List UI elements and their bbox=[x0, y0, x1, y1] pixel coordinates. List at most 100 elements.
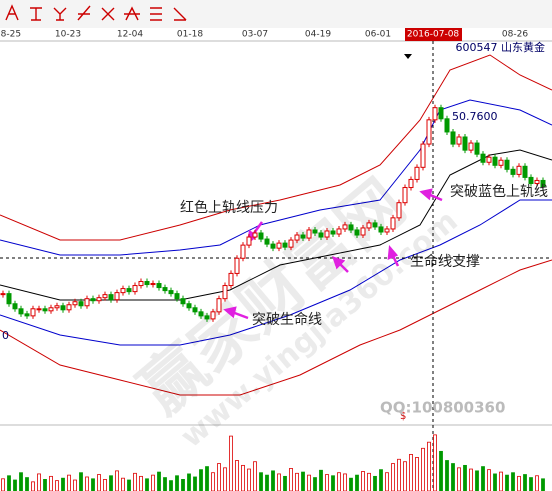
volume-bar bbox=[487, 469, 491, 491]
upper-band bbox=[0, 99, 552, 256]
volume-bar bbox=[463, 464, 467, 491]
volume-bar bbox=[163, 477, 167, 491]
volume-bar bbox=[421, 447, 425, 491]
volume-bar bbox=[391, 463, 395, 491]
candle bbox=[390, 217, 396, 230]
volume-bar bbox=[295, 472, 299, 491]
candle bbox=[246, 236, 252, 246]
candle bbox=[534, 179, 540, 184]
volume-bar bbox=[169, 480, 173, 491]
middle-band bbox=[0, 149, 552, 301]
date-label: 12-04 bbox=[117, 30, 143, 40]
volume-bar bbox=[439, 450, 443, 491]
candle bbox=[540, 179, 546, 188]
bands bbox=[0, 54, 552, 396]
volume-bar bbox=[409, 453, 413, 491]
candle bbox=[294, 234, 300, 241]
candle bbox=[84, 298, 90, 307]
volume-bar bbox=[253, 461, 257, 491]
candle bbox=[264, 238, 270, 245]
volume-bar bbox=[193, 476, 197, 491]
volume-bar bbox=[445, 460, 449, 491]
candle bbox=[138, 281, 144, 287]
candle bbox=[306, 229, 312, 239]
candle bbox=[318, 232, 324, 238]
candle bbox=[132, 285, 138, 293]
candle bbox=[198, 311, 204, 317]
candle bbox=[438, 107, 444, 120]
candle bbox=[186, 303, 192, 309]
volume-bar bbox=[13, 479, 17, 491]
annotation: 突破蓝色上轨线 bbox=[450, 184, 548, 200]
candle bbox=[330, 230, 336, 235]
volume-bar bbox=[475, 470, 479, 491]
candle bbox=[522, 165, 528, 178]
volume-bar bbox=[523, 474, 527, 491]
volume-bar bbox=[433, 434, 437, 491]
volume-bar bbox=[355, 474, 359, 491]
date-label: 01-18 bbox=[177, 30, 203, 40]
candle bbox=[36, 308, 42, 311]
candle bbox=[48, 307, 54, 312]
volume-bar bbox=[97, 474, 101, 491]
volume-bar bbox=[181, 479, 185, 491]
volume-bar bbox=[277, 473, 281, 491]
volume-bar bbox=[373, 475, 377, 491]
volume-bar bbox=[319, 469, 323, 491]
volume-bar bbox=[457, 467, 461, 491]
toolbar bbox=[0, 0, 552, 28]
volume-bar bbox=[31, 481, 35, 491]
volume-bar bbox=[265, 474, 269, 491]
volume-bar bbox=[505, 474, 509, 491]
candle bbox=[234, 257, 240, 274]
volume-bar bbox=[19, 472, 23, 491]
volume-bar bbox=[397, 458, 401, 491]
candle bbox=[528, 176, 534, 184]
candle bbox=[204, 315, 210, 320]
volume-bar bbox=[229, 435, 233, 491]
candle bbox=[426, 119, 432, 145]
candle bbox=[192, 307, 198, 313]
volume-bar bbox=[403, 461, 407, 491]
candle bbox=[420, 143, 426, 168]
volume-bar bbox=[367, 472, 371, 491]
volume-bar bbox=[115, 470, 119, 491]
volume-bar bbox=[289, 468, 293, 491]
candle bbox=[432, 107, 438, 121]
candle bbox=[276, 242, 282, 249]
candle bbox=[42, 308, 48, 312]
candle bbox=[150, 283, 156, 286]
volume-bar bbox=[211, 472, 215, 491]
volume-bar bbox=[499, 471, 503, 491]
candle bbox=[510, 168, 516, 175]
annotation: 红色上轨线压力 bbox=[180, 200, 278, 216]
volume-bar bbox=[493, 473, 497, 491]
candle bbox=[498, 159, 504, 166]
candle bbox=[144, 281, 150, 286]
volume-bar bbox=[259, 472, 263, 491]
volume-bar bbox=[331, 475, 335, 491]
volume-bar bbox=[73, 479, 77, 491]
date-label: 08-26 bbox=[502, 30, 528, 40]
candle bbox=[258, 232, 264, 240]
cursor-date-bg bbox=[405, 28, 462, 41]
candle bbox=[342, 224, 348, 230]
candle bbox=[288, 239, 294, 248]
candle bbox=[468, 142, 474, 151]
candle bbox=[216, 298, 222, 313]
volume-bar bbox=[337, 472, 341, 491]
volume-bar bbox=[379, 469, 383, 491]
candle bbox=[120, 288, 126, 294]
candle bbox=[462, 136, 468, 151]
volume-bar bbox=[241, 464, 245, 491]
volume-bar bbox=[151, 474, 155, 491]
volume-bar bbox=[127, 479, 131, 491]
volume-bar bbox=[175, 475, 179, 491]
candle bbox=[372, 222, 378, 228]
candle bbox=[480, 153, 486, 163]
candle bbox=[30, 308, 36, 317]
volume-bar bbox=[145, 478, 149, 491]
volume-bar bbox=[529, 477, 533, 491]
volume-bar bbox=[157, 471, 161, 491]
